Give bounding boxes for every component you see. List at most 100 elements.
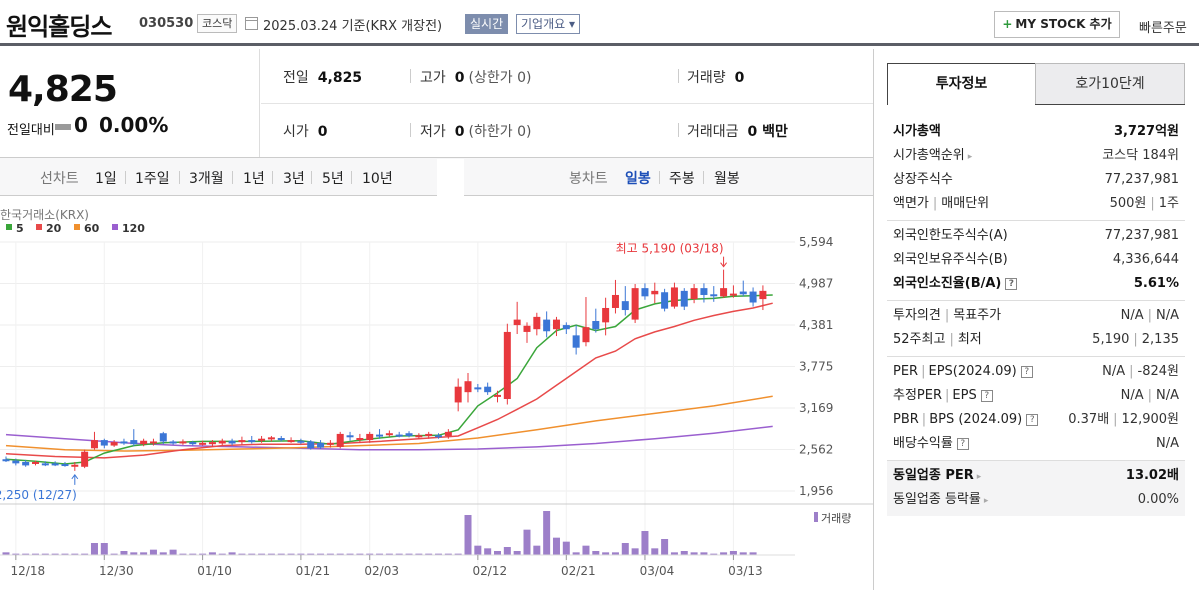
help-icon[interactable]: ? — [956, 437, 969, 450]
tab-order-book[interactable]: 호가10단계 — [1035, 63, 1185, 105]
candle-body — [749, 291, 757, 303]
range-1y-button[interactable]: 1년 — [243, 171, 265, 187]
legend-label: 120 — [122, 222, 145, 235]
change-value: 0 — [74, 113, 88, 137]
help-icon[interactable]: ? — [1020, 365, 1033, 378]
high-arrow-head — [720, 262, 727, 268]
volume-bar — [552, 537, 560, 555]
pbr-value: 0.37배 | 12,900원 — [1068, 408, 1179, 432]
chart-controls: 선차트 1일 1주일 3개월 1년 3년 5년 10년 봉차트 일봉 주봉 월봉 — [0, 157, 873, 196]
stat-value: 4,825 — [317, 70, 363, 86]
company-info-dropdown[interactable]: 기업개요 ▾ — [516, 14, 580, 34]
divider — [261, 103, 873, 104]
row-sector-per[interactable]: 동일업종 PER ▸ 13.02배 — [887, 464, 1185, 488]
eps-text: EPS(2024.09) — [928, 364, 1017, 379]
price-chart[interactable]: 한국거래소(KRX) 5 20 60 120 5,594 4,987 4,381 3,775 3,… — [0, 197, 873, 590]
candle-body — [71, 464, 79, 467]
range-5y-button[interactable]: 5년 — [322, 171, 344, 187]
volume-bar — [444, 553, 452, 555]
candle-body — [12, 460, 20, 464]
line-chart-button[interactable]: 선차트 — [40, 171, 79, 187]
row-est-per: 추정PER | EPS? N/A | N/A — [887, 384, 1185, 408]
candle-body — [376, 434, 384, 437]
add-mystock-button[interactable]: + MY STOCK 추가 — [994, 11, 1120, 38]
volume-bar — [336, 553, 344, 555]
period-weekly-button[interactable]: 주봉 — [669, 171, 695, 187]
range-3y-button[interactable]: 3년 — [283, 171, 305, 187]
face-value-value: 500원 | 1주 — [1110, 192, 1179, 216]
volume-bar — [326, 553, 334, 555]
change-percent: 0.00% — [99, 113, 169, 137]
range-10y-button[interactable]: 10년 — [362, 171, 393, 187]
divider — [410, 123, 411, 137]
candle-body — [208, 442, 216, 445]
volume-bar — [248, 553, 256, 555]
y-tick-label: 4,987 — [799, 277, 833, 291]
row-market-cap-rank[interactable]: 시가총액순위 ▸ 코스닥 184위 — [887, 144, 1185, 168]
help-icon[interactable]: ? — [1005, 277, 1018, 290]
candle-body — [661, 292, 669, 309]
chart-source: 한국거래소(KRX) — [0, 208, 89, 222]
divider — [678, 123, 679, 137]
row-pbr: PBR | BPS (2024.09)? 0.37배 | 12,900원 — [887, 408, 1185, 432]
week52-value: 5,190 | 2,135 — [1092, 328, 1179, 352]
sector-change-label: 동일업종 등락률 ▸ — [893, 488, 988, 512]
stat-label: 거래량 — [687, 70, 726, 86]
volume-bar — [641, 531, 649, 555]
separator: | — [1133, 332, 1138, 347]
info-section-market-cap: 시가총액 3,727억원 시가총액순위 ▸ 코스닥 184위 상장주식수 77,237,… — [887, 117, 1185, 221]
range-3m-button[interactable]: 3개월 — [189, 171, 224, 187]
legend-swatch — [74, 224, 80, 230]
range-1w-button[interactable]: 1주일 — [135, 171, 170, 187]
stat-amount: 거래대금 0 백만 — [687, 121, 788, 141]
volume-bar — [51, 553, 59, 555]
y-tick-label: 1,956 — [799, 484, 833, 498]
candle-body — [317, 442, 325, 448]
candle-chart-button[interactable]: 봉차트 — [569, 171, 608, 187]
bps-text: BPS (2024.09) — [929, 412, 1023, 427]
candle-body — [503, 331, 511, 400]
volume-bar — [179, 553, 187, 555]
volume-bar — [611, 552, 619, 555]
candle-body — [51, 463, 59, 466]
legend-swatch — [6, 224, 12, 230]
realtime-button[interactable]: 실시간 — [465, 14, 509, 34]
period-monthly-button[interactable]: 월봉 — [714, 171, 740, 187]
candle-body — [120, 441, 128, 444]
per-text: PER — [893, 364, 919, 379]
help-icon[interactable]: ? — [1026, 413, 1039, 426]
candle-body — [395, 434, 403, 437]
period-daily-button[interactable]: 일봉 — [625, 171, 651, 187]
range-1d-button[interactable]: 1일 — [95, 171, 117, 187]
est-eps-amount: N/A — [1156, 388, 1179, 403]
volume-bar — [700, 552, 708, 555]
candle-body — [720, 288, 728, 297]
candle-body — [651, 290, 659, 295]
quick-order-button[interactable]: 빠른주문 — [1139, 21, 1187, 36]
candle-body — [435, 435, 443, 438]
foreign-hold-label: 외국인보유주식수(B) — [893, 252, 1008, 267]
x-tick-label: 01/21 — [296, 564, 331, 578]
candle-body — [179, 441, 187, 444]
help-icon[interactable]: ? — [980, 389, 993, 402]
high-annotation: 최고 5,190 (03/18) — [616, 242, 724, 256]
volume-bar — [189, 553, 197, 555]
foreign-hold-value: 4,336,644 — [1112, 252, 1179, 267]
legend-label: 20 — [46, 222, 62, 235]
market-badge: 코스닥 — [197, 14, 238, 33]
change-label: 전일대비 — [7, 123, 55, 138]
volume-bar — [533, 545, 541, 555]
volume-bar — [749, 552, 757, 555]
tab-investment-info[interactable]: 투자정보 — [887, 63, 1036, 105]
info-section-sector: 동일업종 PER ▸ 13.02배 동일업종 등락률 ▸ 0.00% — [887, 461, 1185, 516]
tab-underline — [1035, 104, 1185, 105]
stat-label: 전일 — [283, 70, 309, 86]
chevron-right-icon: ▸ — [967, 152, 973, 162]
row-sector-change[interactable]: 동일업종 등락률 ▸ 0.00% — [887, 488, 1185, 512]
volume-bar — [405, 553, 413, 555]
volume-bar — [41, 553, 49, 555]
chevron-right-icon: ▸ — [976, 472, 982, 482]
volume-bar — [100, 543, 108, 555]
volume-bar — [130, 552, 138, 555]
candle-body — [81, 451, 89, 467]
